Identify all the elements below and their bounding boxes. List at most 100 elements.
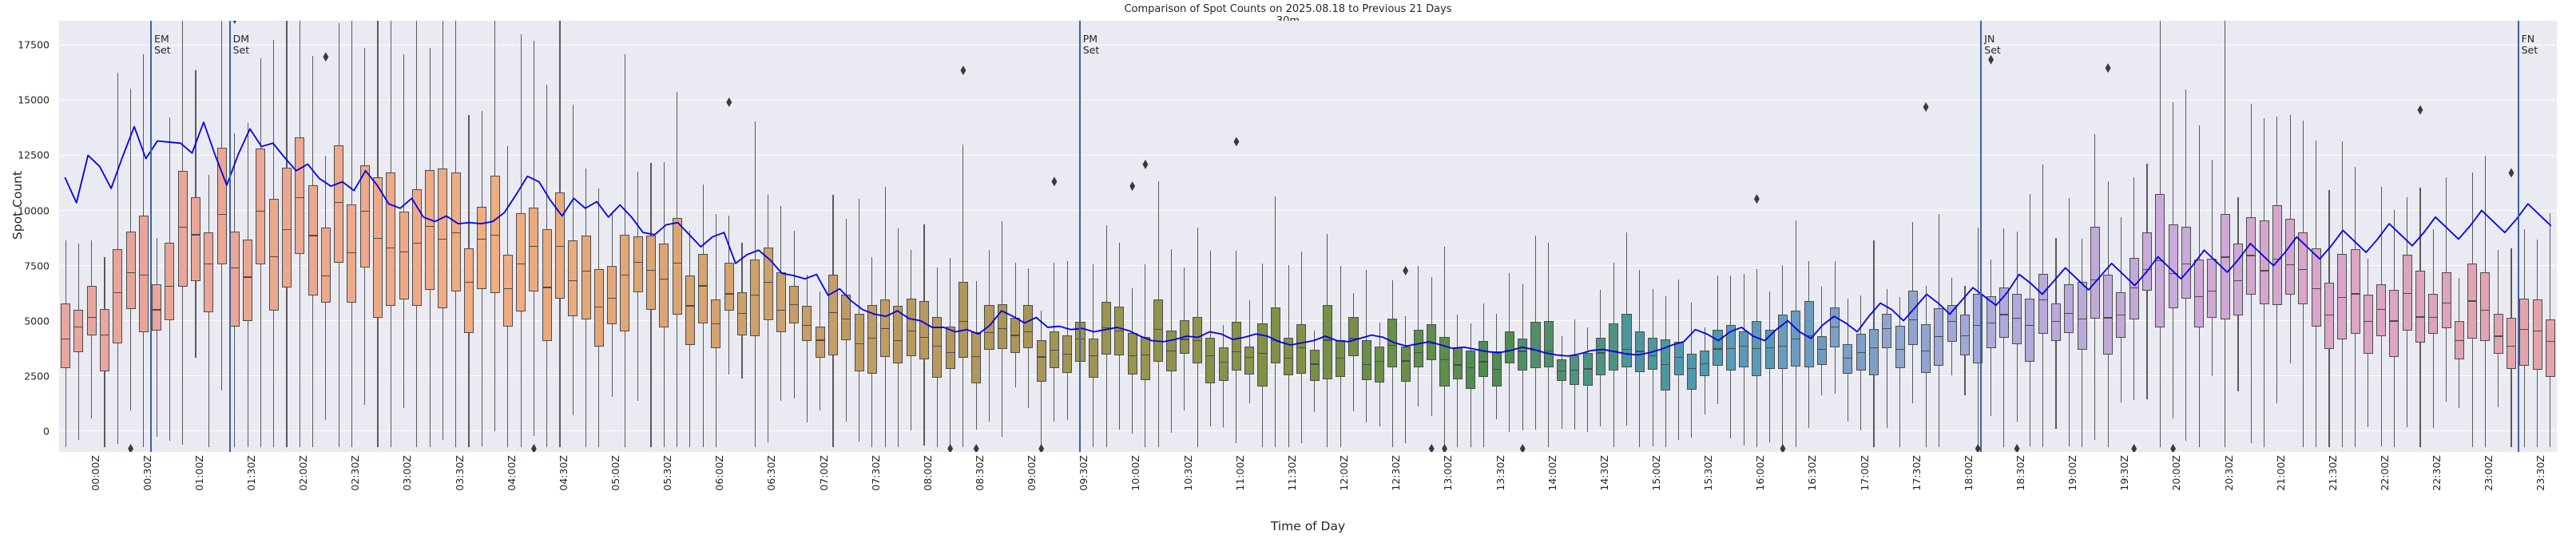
box-median bbox=[1348, 338, 1359, 339]
boxplot-box bbox=[2415, 271, 2425, 343]
box-median bbox=[1322, 339, 1332, 341]
boxplot-box bbox=[177, 170, 188, 287]
boxplot-box bbox=[229, 231, 240, 327]
box-median bbox=[1336, 357, 1346, 359]
x-tick-mark bbox=[1802, 452, 1804, 455]
boxplot-box bbox=[2493, 314, 2503, 355]
x-tick-mark bbox=[657, 452, 659, 455]
x-tick-label: 22:30Z bbox=[2431, 455, 2443, 491]
x-tick-label: 06:30Z bbox=[765, 455, 778, 491]
boxplot-box bbox=[411, 188, 422, 307]
box-median bbox=[1309, 363, 1320, 365]
x-tick-mark bbox=[2530, 452, 2532, 455]
boxplot-box bbox=[1088, 338, 1098, 378]
x-tick-label: 13:30Z bbox=[1494, 455, 1506, 491]
box-median bbox=[1504, 349, 1514, 351]
box-median bbox=[2519, 328, 2530, 330]
x-tick-label: 23:30Z bbox=[2534, 455, 2547, 491]
box-median bbox=[502, 288, 513, 290]
box-median bbox=[1895, 349, 1905, 351]
box-median bbox=[581, 270, 591, 272]
boxplot-box bbox=[1244, 346, 1255, 375]
boxplot-box bbox=[646, 236, 657, 310]
x-tick-mark bbox=[449, 452, 451, 455]
x-tick-label: 12:00Z bbox=[1338, 455, 1351, 491]
boxplot-box bbox=[308, 184, 318, 296]
boxplot-box bbox=[2480, 272, 2491, 341]
box-median bbox=[2155, 260, 2165, 262]
x-tick-mark bbox=[1542, 452, 1543, 455]
box-median bbox=[177, 226, 188, 228]
box-median bbox=[1479, 361, 1489, 363]
x-tick-label: 19:30Z bbox=[2118, 455, 2131, 491]
x-tick-mark bbox=[345, 452, 347, 455]
box-median bbox=[2545, 341, 2555, 343]
boxplot-box bbox=[1998, 287, 2009, 339]
box-median bbox=[1244, 356, 1255, 358]
box-median bbox=[1739, 346, 1749, 347]
box-median bbox=[281, 228, 292, 230]
box-median bbox=[1049, 350, 1059, 351]
box-median bbox=[295, 197, 305, 199]
boxplot-box bbox=[347, 204, 357, 303]
box-median bbox=[1062, 353, 1073, 355]
box-median bbox=[2012, 318, 2022, 319]
box-median bbox=[672, 262, 682, 264]
x-tick-label: 11:30Z bbox=[1285, 455, 1298, 491]
y-tick-label: 12500 bbox=[18, 149, 50, 161]
box-median bbox=[1427, 343, 1437, 345]
box-median bbox=[1375, 361, 1385, 363]
box-median bbox=[2480, 309, 2491, 311]
boxplot-box bbox=[2207, 258, 2217, 319]
boxplot-box bbox=[86, 285, 97, 335]
x-tick-mark bbox=[85, 452, 86, 455]
box-median bbox=[216, 213, 227, 215]
box-median bbox=[372, 237, 383, 239]
x-tick-label: 16:00Z bbox=[1754, 455, 1767, 491]
y-tick-label: 5000 bbox=[24, 315, 50, 327]
x-tick-label: 21:00Z bbox=[2274, 455, 2287, 491]
boxplot-box bbox=[1218, 347, 1228, 382]
box-median bbox=[2363, 320, 2373, 323]
box-median bbox=[1284, 357, 1294, 359]
outlier-marker bbox=[1142, 159, 1149, 169]
event-vline-dm-set bbox=[228, 21, 231, 452]
boxplot-box bbox=[1907, 290, 1918, 346]
box-median bbox=[1648, 355, 1658, 357]
boxplot-box bbox=[372, 176, 383, 318]
boxplot-box bbox=[320, 228, 331, 303]
box-median bbox=[2025, 325, 2035, 327]
box-median bbox=[451, 232, 461, 233]
box-median bbox=[1153, 329, 1164, 331]
box-median bbox=[828, 312, 839, 314]
event-label-jn-set: JN Set bbox=[1984, 33, 2001, 56]
boxplot-box bbox=[802, 306, 812, 341]
x-tick-label: 12:30Z bbox=[1390, 455, 1403, 491]
event-label-dm-set: DM Set bbox=[232, 33, 250, 56]
x-tick-label: 17:00Z bbox=[1858, 455, 1871, 491]
y-tick-label: 7500 bbox=[24, 260, 50, 272]
box-median bbox=[2402, 292, 2412, 294]
event-vline-fn-set bbox=[2517, 21, 2519, 452]
boxplot-box bbox=[1843, 344, 1853, 374]
box-median bbox=[1023, 331, 1034, 333]
x-tick-label: 03:00Z bbox=[401, 455, 414, 491]
boxplot-box bbox=[2246, 217, 2256, 295]
box-whisker bbox=[1457, 315, 1459, 448]
box-median bbox=[1218, 362, 1228, 363]
y-tick-label: 10000 bbox=[18, 204, 50, 217]
box-median bbox=[646, 269, 657, 271]
box-median bbox=[411, 242, 422, 244]
box-median bbox=[1439, 359, 1450, 360]
x-tick-label: 07:00Z bbox=[817, 455, 830, 491]
boxplot-box bbox=[1439, 337, 1450, 387]
box-median bbox=[1452, 364, 1463, 366]
x-tick-mark bbox=[2114, 452, 2116, 455]
x-tick-mark bbox=[1281, 452, 1283, 455]
grid-line bbox=[59, 375, 2557, 377]
x-tick-mark bbox=[1229, 452, 1231, 455]
x-tick-label: 02:30Z bbox=[349, 455, 362, 491]
boxplot-box bbox=[477, 207, 487, 290]
boxplot-box bbox=[542, 229, 552, 342]
boxplot-box bbox=[750, 259, 760, 336]
